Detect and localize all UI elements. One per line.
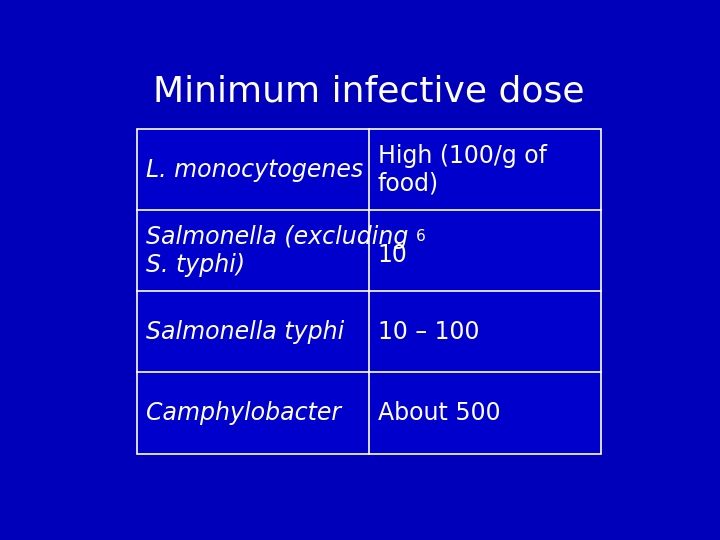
Bar: [138, 129, 600, 454]
Text: Minimum infective dose: Minimum infective dose: [153, 75, 585, 109]
Text: 10: 10: [378, 243, 408, 267]
Text: High (100/g of
food): High (100/g of food): [378, 144, 547, 195]
Text: 6: 6: [416, 229, 426, 244]
Text: Salmonella typhi: Salmonella typhi: [146, 320, 345, 344]
Text: L. monocytogenes: L. monocytogenes: [146, 158, 364, 182]
Text: Camphylobacter: Camphylobacter: [146, 401, 341, 425]
Text: About 500: About 500: [378, 401, 500, 425]
Text: 10 – 100: 10 – 100: [378, 320, 480, 344]
Text: Salmonella (excluding
S. typhi): Salmonella (excluding S. typhi): [146, 225, 409, 277]
